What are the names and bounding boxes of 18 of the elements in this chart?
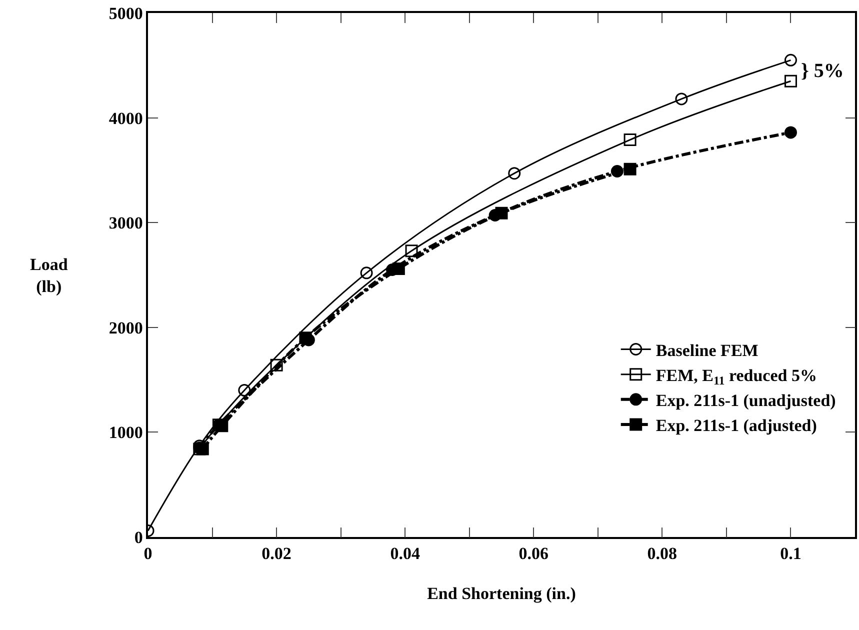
y-tick-label: 1000 [108,423,143,442]
legend-label: Exp. 211s-1 (adjusted) [656,416,817,436]
y-axis-title: Load (lb) [30,255,68,296]
annotation: } 5% [801,60,844,82]
x-tick-label: 0.08 [647,544,678,564]
x-axis-title: End Shortening (in.) [427,584,576,604]
legend-label: Baseline FEM [656,340,758,360]
y-tick-label: 0 [134,528,143,547]
legend-label: FEM, E$_{11}$ reduced 5% [656,366,817,388]
y-tick-label: 5000 [108,4,143,23]
x-tick-label: 0.1 [780,544,802,564]
x-tick-label: 0.06 [518,544,549,564]
legend-label: Exp. 211s-1 (unadjusted) [656,391,836,410]
y-tick-label: 4000 [108,108,143,128]
y-tick-label: 3000 [108,214,143,233]
y-tick-label: 2000 [108,318,143,338]
x-tick-label: 0.04 [390,544,420,564]
x-tick-label: 0.02 [262,544,292,564]
